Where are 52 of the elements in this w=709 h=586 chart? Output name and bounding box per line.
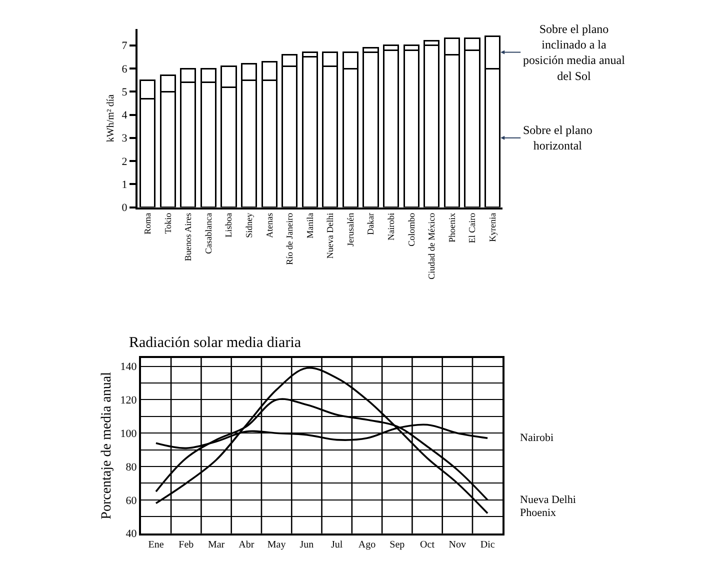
x-tick-label: Phoenix: [446, 212, 457, 242]
x-tick-label: Jerusalén: [345, 212, 356, 246]
x-tick-label: Atenas: [264, 212, 274, 238]
y-tick-label: 1: [122, 179, 128, 191]
x-tick-label: Buenos Aires: [183, 212, 194, 262]
y-tick-label: 2: [122, 156, 128, 168]
x-tick-label: Tokio: [162, 212, 173, 234]
x-tick-label: Manila: [304, 212, 315, 238]
x-tick-label: Ene: [148, 539, 164, 550]
y-tick-label: 6: [122, 63, 128, 76]
x-tick-label: Jun: [300, 539, 314, 550]
x-tick-label: Oct: [420, 539, 435, 550]
x-tick-label: Jul: [331, 539, 343, 550]
y-axis-title: kWh/m² día: [105, 94, 116, 142]
x-tick-label: Sep: [390, 539, 405, 550]
x-tick-label: Kyrenia: [487, 212, 498, 242]
x-tick-label: Dic: [480, 539, 496, 550]
x-tick-label: Ciudad de México: [426, 212, 437, 280]
x-tick-label: Mar: [208, 539, 226, 550]
chart-title: Radiación solar media diaria: [129, 335, 302, 351]
text: Nairobi: [520, 432, 554, 444]
text: Phoenix: [520, 507, 557, 519]
x-tick-label: Roma: [142, 212, 153, 234]
y-tick-label: 80: [126, 461, 138, 474]
x-tick-label: Nov: [448, 539, 466, 550]
series-label: Sobre el plano inclinado a la posición media anual del Sol: [523, 22, 626, 83]
x-tick-label: Nairobi: [386, 212, 396, 240]
y-tick-label: 120: [120, 394, 138, 407]
y-tick-label: 40: [126, 528, 138, 540]
y-tick-label: 0: [122, 202, 128, 214]
y-tick-label: 5: [122, 86, 128, 98]
x-tick-label: El Cairo: [467, 212, 478, 244]
y-tick-label: 7: [122, 40, 128, 52]
y-tick-label: 60: [126, 494, 138, 507]
x-tick-label: Sidney: [244, 212, 254, 238]
y-tick-label: 4: [122, 110, 128, 122]
x-tick-label: May: [267, 539, 286, 550]
x-tick-label: Lisboa: [224, 212, 234, 238]
x-tick-label: Ago: [358, 539, 376, 550]
y-tick-label: 3: [122, 132, 128, 145]
y-tick-label: 140: [120, 361, 138, 374]
x-tick-label: Nueva Delhi: [325, 212, 336, 259]
y-axis-title: Porcentaje de media anual: [99, 372, 114, 520]
series-label: Sobre el plano horizontal: [523, 123, 592, 153]
x-tick-label: Río de Janeiro: [284, 212, 295, 265]
x-tick-label: Colombo: [406, 212, 416, 246]
text: Nueva Delhi: [520, 494, 576, 506]
y-tick-label: 100: [120, 428, 138, 440]
x-tick-label: Abr: [238, 539, 255, 550]
x-tick-label: Dakar: [366, 212, 376, 235]
x-tick-label: Feb: [178, 539, 194, 550]
x-tick-label: Casablanca: [203, 212, 214, 254]
